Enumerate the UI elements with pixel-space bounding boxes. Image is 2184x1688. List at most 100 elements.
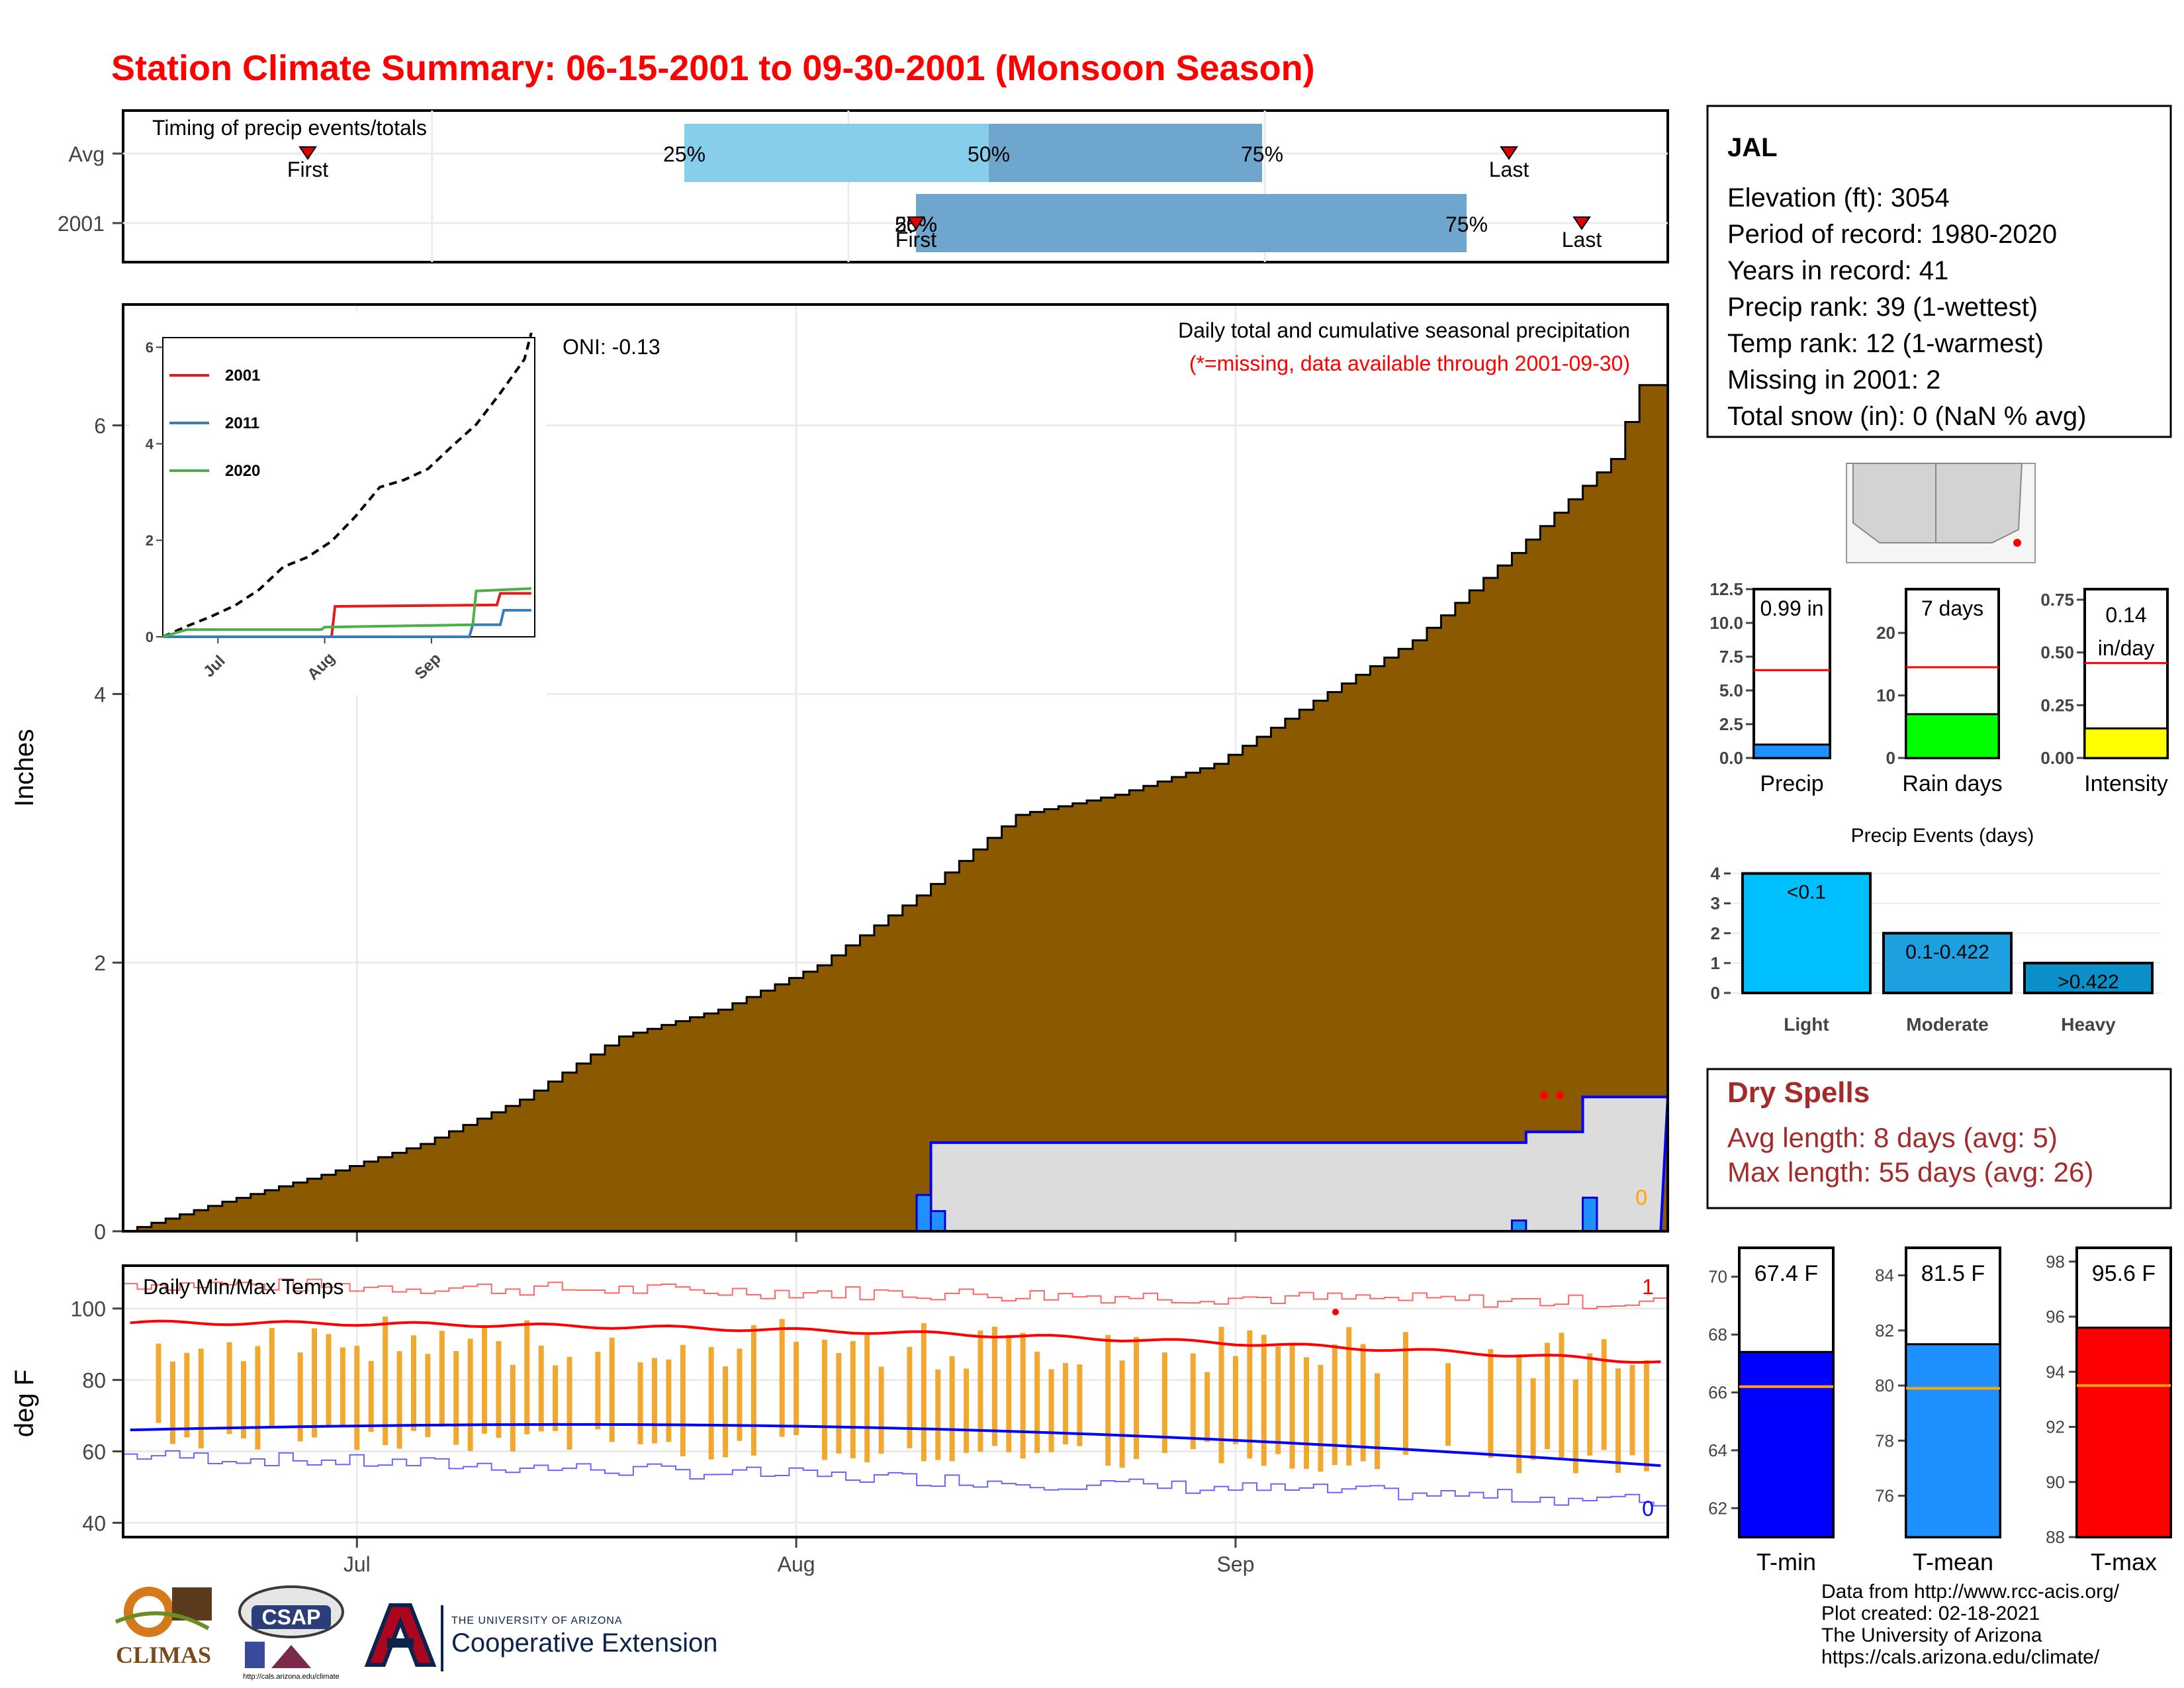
footer-credits: Data from http://www.rcc-acis.org/ Plot … <box>1821 1581 2119 1668</box>
daily-temp-range-bar <box>396 1351 402 1449</box>
daily-temp-range-bar <box>453 1351 459 1445</box>
temp-summary-y-tick-label: 96 <box>2046 1307 2065 1327</box>
main-missing-note: (*=missing, data available through 2001-… <box>1189 352 1630 375</box>
main-plot-frame <box>122 303 1669 1233</box>
daily-temp-range-bar <box>878 1366 884 1454</box>
totals-y-tick-label: 5.0 <box>1719 680 1743 700</box>
daily-temp-range-bar <box>1445 1363 1451 1446</box>
inset-series-2011 <box>163 608 531 638</box>
temp-summary-y-tick-label: 82 <box>1875 1321 1894 1340</box>
daily-precip-bar <box>1510 1219 1527 1233</box>
daily-temp-range-bar <box>1062 1363 1068 1444</box>
daily-temp-range-bar <box>1134 1336 1140 1459</box>
temp-summary-bar-t-max <box>2075 1327 2172 1538</box>
totals-y-tick-label: 2.5 <box>1719 714 1743 734</box>
temp-summary-y-tick-label: 70 <box>1708 1267 1727 1287</box>
timing-pct-label: 75% <box>1445 212 1488 236</box>
daily-temp-range-bar <box>567 1356 572 1450</box>
daily-temp-range-bar <box>184 1352 190 1438</box>
events-bar-label: 0.1-0.422 <box>1905 941 1989 963</box>
daily-temp-range-bar <box>1261 1335 1267 1466</box>
daily-temp-range-bar <box>1346 1327 1352 1466</box>
timing-row-label: 2001 <box>58 212 105 236</box>
temps-x-tick-label: Aug <box>778 1552 815 1576</box>
timing-pct-label: 25% <box>663 142 705 166</box>
timing-first-label: First <box>287 158 328 181</box>
totals-value-label: 7 days <box>1921 596 1983 620</box>
csap-logo: CSAP http://cals.arizona.edu/climate <box>232 1582 351 1681</box>
ua-a-logo <box>361 1599 440 1671</box>
temps-plot-frame <box>122 1264 1669 1538</box>
csap-url-text: http://cals.arizona.edu/climate <box>243 1673 340 1681</box>
temp-summary-y-tick-label: 64 <box>1708 1440 1727 1460</box>
events-title: Precip Events (days) <box>1851 825 2034 847</box>
daily-temp-range-bar <box>297 1352 303 1442</box>
daily-temp-range-bar <box>1105 1335 1111 1466</box>
temps-y-tick-label: 80 <box>82 1369 106 1393</box>
daily-temp-range-bar <box>1643 1360 1649 1472</box>
totals-value-label: in/day <box>2098 636 2154 660</box>
temp-summary-category-label: T-min <box>1756 1548 1816 1575</box>
temp-summary-value-label: 95.6 F <box>2092 1261 2156 1286</box>
daily-temp-range-bar <box>651 1358 657 1444</box>
timing-last-marker <box>1500 146 1518 160</box>
timing-first-marker <box>298 146 317 160</box>
station-temp-rank: Temp rank: 12 (1-warmest) <box>1727 329 2044 358</box>
totals-y-tick-label: 10 <box>1876 686 1895 706</box>
daily-temp-range-bar <box>226 1342 232 1434</box>
temp-summary-y-tick-label: 78 <box>1875 1430 1894 1450</box>
temps-y-tick-label: 60 <box>82 1440 106 1464</box>
timing-avg-early-bar <box>684 124 989 182</box>
avg-tmax-line <box>130 1319 1661 1364</box>
station-period: Period of record: 1980-2020 <box>1727 220 2057 249</box>
station-snow: Total snow (in): 0 (NaN % avg) <box>1727 402 2086 431</box>
totals-y-tick-label: 0.00 <box>2040 748 2074 768</box>
daily-temp-range-bar <box>510 1364 516 1452</box>
daily-temp-range-bar <box>864 1335 870 1462</box>
daily-temp-range-bar <box>340 1347 345 1425</box>
oni-label: ONI: -0.13 <box>563 335 660 359</box>
daily-temp-range-bar <box>1402 1332 1408 1455</box>
temp-summary-y-tick-label: 88 <box>2046 1527 2065 1547</box>
station-location-dot <box>2013 539 2021 547</box>
daily-temp-range-bar <box>1530 1378 1536 1460</box>
main-y-label: Inches <box>10 729 39 807</box>
record-low-line <box>123 1450 1668 1507</box>
daily-temp-range-bar <box>156 1343 161 1423</box>
events-bar-label: <0.1 <box>1787 882 1826 904</box>
events-y-tick-label: 0 <box>1711 983 1720 1003</box>
totals-y-tick-label: 0.0 <box>1719 748 1743 768</box>
daily-temp-range-bar <box>964 1368 970 1453</box>
timing-pct-label: 75% <box>1241 142 1283 166</box>
daily-temp-range-bar <box>1375 1373 1381 1470</box>
daily-temp-range-bar <box>978 1330 983 1452</box>
timing-row-label: Avg <box>68 142 105 166</box>
daily-temp-range-bar <box>1544 1342 1550 1450</box>
events-bar-label: >0.422 <box>2058 971 2119 993</box>
daily-temp-range-bar <box>737 1348 743 1441</box>
temps-y-label: deg F <box>10 1370 39 1437</box>
station-info-box <box>1706 105 2172 438</box>
station-name: JAL <box>1727 133 1778 162</box>
footer-plot-created: Plot created: 02-18-2021 <box>1821 1603 2040 1624</box>
daily-temp-range-bar <box>595 1352 601 1430</box>
temp-summary-y-tick-label: 76 <box>1875 1486 1894 1506</box>
daily-temp-range-bar <box>538 1345 544 1432</box>
csap-logo-text: CSAP <box>262 1605 321 1629</box>
station-missing: Missing in 2001: 2 <box>1727 365 1940 395</box>
temp-summary-bar-t-min <box>1738 1350 1835 1538</box>
footer-data-source: Data from http://www.rcc-acis.org/ <box>1821 1581 2120 1603</box>
timing-pct-label: 50% <box>968 142 1010 166</box>
main-caption: Daily total and cumulative seasonal prec… <box>1178 318 1630 342</box>
timing-last-label: Last <box>1562 228 1602 252</box>
daily-temp-range-bar <box>1516 1354 1522 1474</box>
inset-y-tick-label: 2 <box>146 532 154 549</box>
temp-summary-y-tick-label: 98 <box>2046 1252 2065 1272</box>
daily-temp-range-bar <box>269 1328 275 1427</box>
daily-temp-range-bar <box>425 1354 431 1437</box>
temp-summary-y-tick-label: 68 <box>1708 1325 1727 1344</box>
totals-category-label: Rain days <box>1902 771 2002 796</box>
daily-temp-range-bar <box>821 1339 827 1460</box>
inset-series-2020 <box>162 587 531 638</box>
